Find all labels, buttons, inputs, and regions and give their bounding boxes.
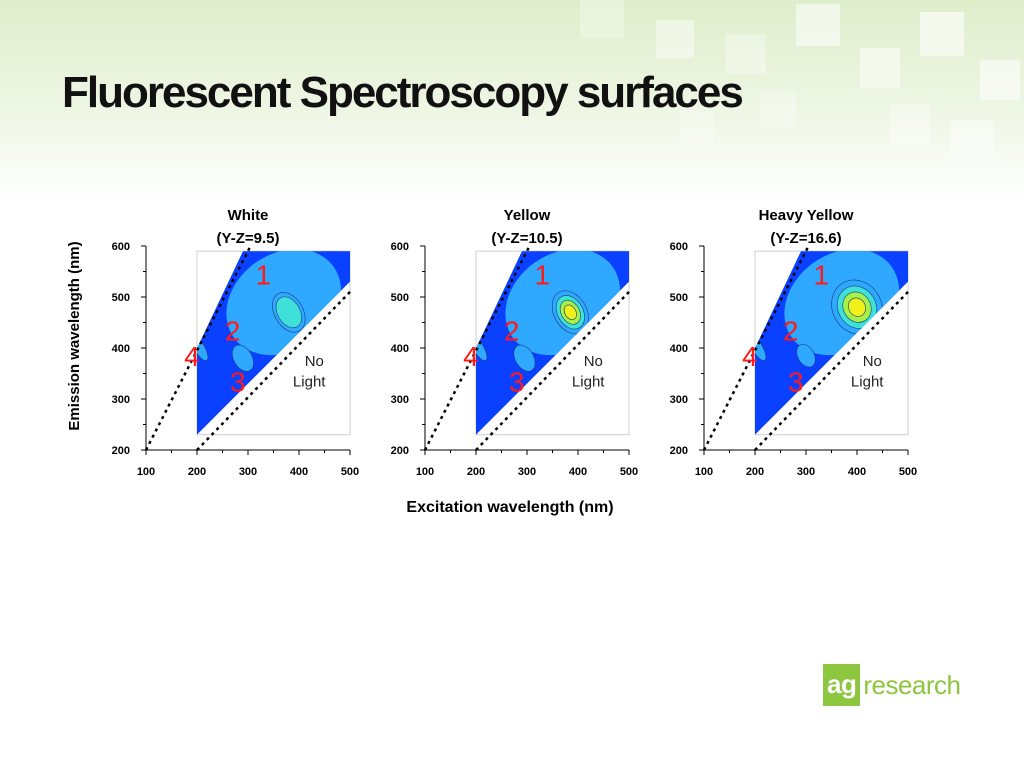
x-tick-label: 200 bbox=[746, 466, 764, 478]
peak-label-4: 4 bbox=[184, 341, 200, 372]
rayleigh-line-1 bbox=[144, 245, 252, 451]
agresearch-logo: ag research bbox=[823, 664, 961, 706]
contour-peak-2-level-1 bbox=[231, 344, 254, 372]
x-axis-label: Excitation wavelength (nm) bbox=[406, 499, 613, 516]
y-tick-label: 300 bbox=[670, 394, 688, 406]
panel-subtitle: (Y-Z=16.6) bbox=[770, 230, 841, 247]
x-tick-label: 300 bbox=[518, 466, 536, 478]
x-tick-label: 200 bbox=[188, 466, 206, 478]
y-tick-label: 400 bbox=[112, 343, 130, 355]
y-tick-label: 600 bbox=[112, 241, 130, 253]
peak-label-3: 3 bbox=[509, 366, 525, 397]
y-tick-label: 300 bbox=[391, 394, 409, 406]
panel-title: White bbox=[228, 207, 269, 224]
no-light-label: No bbox=[584, 353, 603, 370]
contour-peak-3-level-1 bbox=[476, 335, 488, 361]
no-light-label: Light bbox=[572, 373, 605, 390]
y-tick-label: 500 bbox=[391, 292, 409, 304]
x-tick-label: 400 bbox=[848, 466, 866, 478]
y-tick-label: 400 bbox=[391, 343, 409, 355]
y-tick-label: 500 bbox=[112, 292, 130, 304]
peak-label-3: 3 bbox=[788, 366, 804, 397]
eem-panel-1: 200 300 400 500 600 100 200 300 400 500 White (Y-Z=… bbox=[112, 207, 360, 478]
y-tick-label: 500 bbox=[670, 292, 688, 304]
x-tick-label: 300 bbox=[239, 466, 257, 478]
y-axis-label: Emission wavelength (nm) bbox=[66, 241, 83, 430]
y-tick-label: 400 bbox=[670, 343, 688, 355]
x-tick-label: 100 bbox=[416, 466, 434, 478]
peak-label-3: 3 bbox=[230, 366, 246, 397]
x-tick-label: 400 bbox=[290, 466, 308, 478]
header-mosaic bbox=[560, 0, 1024, 190]
y-tick-label: 200 bbox=[670, 445, 688, 457]
contour-peak-3-level-1 bbox=[197, 335, 209, 361]
rayleigh-line-2 bbox=[754, 291, 909, 451]
no-light-label: No bbox=[305, 353, 324, 370]
page-title: Fluorescent Spectroscopy surfaces bbox=[62, 68, 744, 117]
peak-label-2: 2 bbox=[783, 315, 799, 346]
panel-subtitle: (Y-Z=10.5) bbox=[491, 230, 562, 247]
y-tick-label: 600 bbox=[391, 241, 409, 253]
contour-peak-1-level-4 bbox=[563, 304, 577, 320]
rayleigh-line-2 bbox=[475, 291, 630, 451]
eem-panel-2: 200 300 400 500 600 100 200 300 400 500 Yellow (Y-Z… bbox=[391, 207, 639, 478]
peak-label-2: 2 bbox=[225, 315, 241, 346]
logo-ag: ag bbox=[823, 664, 861, 706]
peak-label-1: 1 bbox=[535, 259, 551, 290]
contour-peak-2-level-1 bbox=[796, 343, 816, 368]
no-light-label: No bbox=[863, 353, 882, 370]
logo-research: research bbox=[863, 669, 961, 700]
panel-title: Heavy Yellow bbox=[759, 207, 854, 224]
x-tick-label: 400 bbox=[569, 466, 587, 478]
y-tick-label: 200 bbox=[112, 445, 130, 457]
x-tick-label: 500 bbox=[341, 466, 359, 478]
eem-panel-3: 200 300 400 500 600 100 200 300 400 500 Heavy Yell… bbox=[670, 207, 918, 478]
rayleigh-line-1 bbox=[702, 245, 810, 451]
no-light-label: Light bbox=[851, 373, 884, 390]
peak-label-1: 1 bbox=[256, 259, 272, 290]
peak-label-1: 1 bbox=[814, 259, 830, 290]
x-tick-label: 100 bbox=[695, 466, 713, 478]
x-tick-label: 100 bbox=[137, 466, 155, 478]
y-tick-label: 600 bbox=[670, 241, 688, 253]
contour-peak-1-level-2 bbox=[275, 296, 302, 329]
panel-title: Yellow bbox=[504, 207, 551, 224]
fluorescence-surface bbox=[197, 251, 350, 435]
no-light-label: Light bbox=[293, 373, 326, 390]
peak-label-4: 4 bbox=[742, 341, 758, 372]
y-tick-label: 300 bbox=[112, 394, 130, 406]
fluorescence-surface bbox=[476, 251, 629, 435]
contour-peak-1-level-4 bbox=[848, 297, 866, 317]
rayleigh-line-1 bbox=[423, 245, 531, 451]
rayleigh-line-2 bbox=[196, 291, 351, 451]
y-tick-label: 200 bbox=[391, 445, 409, 457]
x-tick-label: 500 bbox=[620, 466, 638, 478]
x-tick-label: 300 bbox=[797, 466, 815, 478]
peak-label-4: 4 bbox=[463, 341, 479, 372]
header-band bbox=[0, 0, 1024, 200]
contour-peak-3-level-1 bbox=[755, 335, 767, 361]
panel-subtitle: (Y-Z=9.5) bbox=[217, 230, 280, 247]
fluorescence-surface bbox=[755, 251, 908, 435]
x-tick-label: 500 bbox=[899, 466, 917, 478]
contour-peak-2-level-1 bbox=[513, 344, 536, 372]
peak-label-2: 2 bbox=[504, 315, 520, 346]
x-tick-label: 200 bbox=[467, 466, 485, 478]
